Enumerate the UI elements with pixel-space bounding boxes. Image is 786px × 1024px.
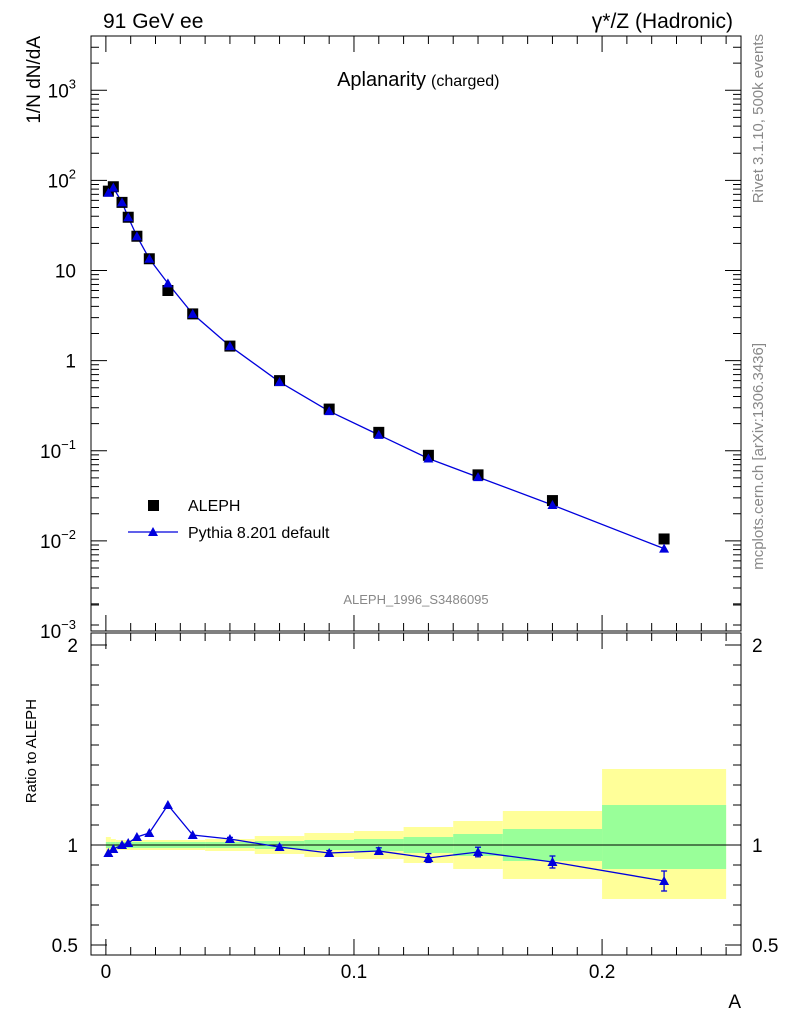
main-y-axis-label: 1/N dN/dA [24, 36, 45, 124]
y-tick-label: 103 [48, 76, 76, 102]
y-tick-exponent: −2 [61, 527, 76, 542]
pythia-line [107, 186, 665, 550]
ratio-data-point [473, 847, 484, 856]
y-tick-label: 10−3 [40, 617, 76, 643]
y-tick-exponent: 3 [69, 76, 76, 91]
mcplots-label: mcplots.cern.ch [arXiv:1306.3436] [750, 343, 767, 570]
pythia-data-point [274, 376, 285, 386]
legend-label-aleph: ALEPH [188, 498, 240, 515]
stat-uncertainty-band [602, 805, 727, 869]
chart-title: Aplanarity [337, 69, 426, 91]
ratio-frame [90, 632, 742, 956]
ratio-data-point [108, 844, 119, 853]
ratio-y-tick-label-right: 0.5 [752, 936, 778, 957]
ratio-data-point [224, 834, 235, 843]
ratio-data-point [187, 830, 198, 839]
pythia-data-point [103, 187, 114, 197]
pythia-data-point [117, 197, 128, 207]
ratio-data-point [547, 857, 558, 866]
chart-subtitle: (charged) [431, 73, 499, 90]
y-tick-base: 10 [40, 622, 61, 643]
y-tick-label: 10−1 [40, 437, 76, 463]
ratio-data-point [373, 846, 384, 855]
y-tick-label: 10−2 [40, 527, 76, 553]
ratio-y-tick-label: 2 [67, 636, 78, 657]
rivet-label: Rivet 3.1.10, 500k events [750, 34, 767, 203]
ratio-data-point [144, 828, 155, 837]
x-axis-label: A [728, 992, 741, 1013]
pythia-data-point [131, 231, 142, 241]
pythia-data-point [108, 182, 119, 192]
ratio-axis-ticks [91, 604, 741, 955]
legend-marker-aleph [148, 500, 159, 511]
ratio-data-layer [103, 800, 670, 892]
y-tick-label: 10 [55, 262, 76, 283]
ratio-data-point [274, 842, 285, 851]
ratio-data-point [131, 832, 142, 841]
y-tick-exponent: −1 [61, 437, 76, 452]
y-tick-base: 10 [40, 442, 61, 463]
y-tick-base: 10 [48, 81, 69, 102]
pythia-data-point [373, 429, 384, 439]
main-data-layer [102, 181, 670, 553]
pythia-data-point [123, 212, 134, 222]
pythia-data-point [144, 253, 155, 263]
x-tick-label: 0.2 [589, 962, 615, 983]
ratio-data-point [423, 853, 434, 862]
x-tick-label: 0 [101, 962, 112, 983]
ratio-data-point [162, 800, 173, 809]
ratio-uncertainty-bands [105, 769, 727, 899]
aleph-data-point [658, 533, 670, 545]
ratio-y-tick-label-right: 1 [752, 836, 763, 857]
ratio-data-point [103, 848, 114, 857]
pythia-data-point [547, 500, 558, 510]
legend-marker-pythia [148, 527, 158, 536]
y-tick-exponent: 2 [69, 166, 76, 181]
ratio-data-point [659, 876, 670, 885]
ratio-panel: 0 0.1 0.2 0.5 0.5 1 1 2 2 Ratio to ALEPH A [23, 604, 779, 1013]
y-tick-label: 102 [48, 166, 76, 192]
energy-label: 91 GeV ee [103, 10, 203, 33]
aleph-data-point [162, 285, 174, 297]
ratio-tick-labels: 0 0.1 0.2 0.5 0.5 1 1 2 2 [52, 636, 779, 983]
y-tick-base: 10 [48, 171, 69, 192]
y-tick-exponent: −3 [61, 617, 76, 632]
legend: ALEPH Pythia 8.201 default [128, 498, 330, 542]
pythia-data-point [187, 308, 198, 318]
y-tick-base: 10 [40, 532, 61, 553]
ratio-y-tick-label: 0.5 [52, 936, 78, 957]
pythia-data-point [324, 406, 335, 416]
ratio-y-tick-label: 1 [67, 836, 78, 857]
pythia-data-point [224, 341, 235, 351]
ratio-y-tick-label-right: 2 [752, 636, 763, 657]
process-label: γ*/Z (Hadronic) [592, 10, 733, 33]
ratio-y-axis-label: Ratio to ALEPH [23, 699, 40, 803]
main-axis-ticks [91, 35, 741, 632]
analysis-watermark: ALEPH_1996_S3486095 [343, 592, 488, 607]
legend-label-pythia: Pythia 8.201 default [188, 525, 330, 542]
ratio-data-point [324, 848, 335, 857]
pythia-data-point [423, 453, 434, 463]
pythia-data-point [473, 472, 484, 482]
pythia-data-point [659, 543, 670, 553]
ratio-data-point [123, 838, 134, 847]
y-tick-label: 1 [65, 352, 76, 373]
x-tick-label: 0.1 [341, 962, 367, 983]
pythia-data-point [162, 278, 173, 288]
